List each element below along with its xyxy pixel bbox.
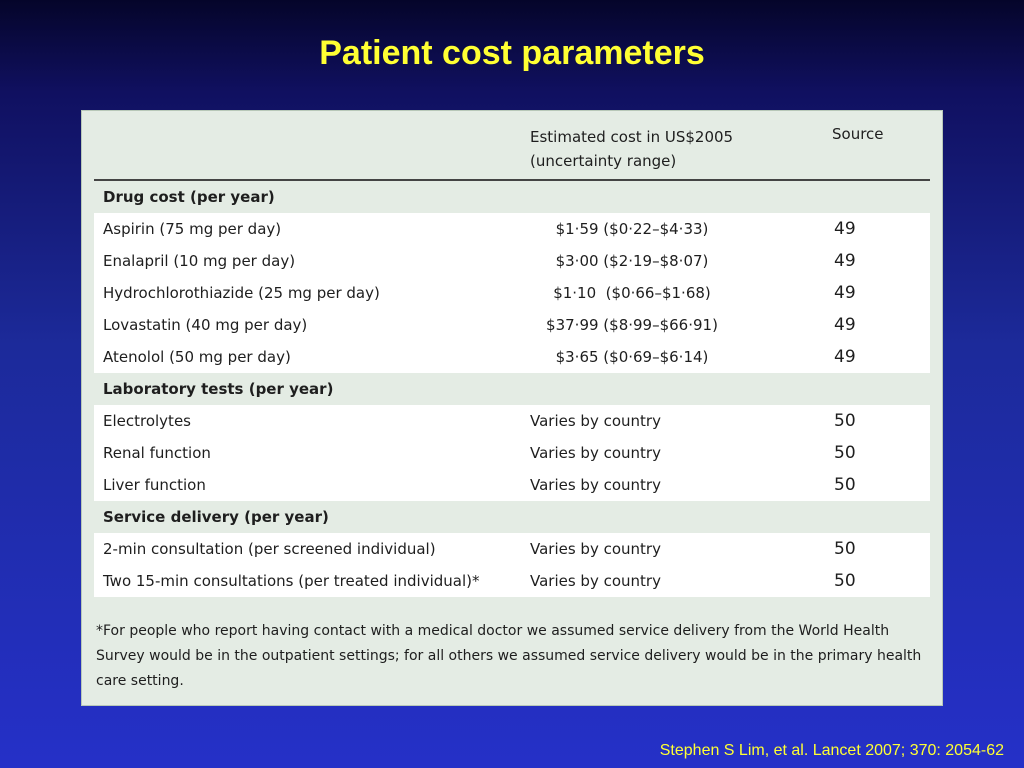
header-estimated-cost-line1: Estimated cost in US$2005 (530, 128, 734, 146)
row-item: 2-min consultation (per screened individ… (103, 540, 436, 558)
table-row: Lovastatin (40 mg per day) $37·99 ($8·99… (94, 309, 930, 341)
row-item: Electrolytes (103, 412, 191, 430)
row-cost: Varies by country (530, 444, 661, 462)
section-header-drug-cost: Drug cost (per year) (94, 181, 930, 213)
table-header-row: Estimated cost in US$2005 (uncertainty r… (94, 111, 930, 181)
section-header-service-delivery: Service delivery (per year) (94, 501, 930, 533)
table-row: Electrolytes Varies by country 50 (94, 405, 930, 437)
row-cost: $3·65 ($0·69–$6·14) (555, 348, 709, 366)
row-source: 50 (834, 571, 856, 591)
row-cost: Varies by country (530, 412, 661, 430)
row-cost: $37·99 ($8·99–$66·91) (546, 316, 718, 334)
row-source: 49 (834, 251, 856, 271)
header-estimated-cost-line2: (uncertainty range) (530, 152, 677, 170)
row-cost: Varies by country (530, 476, 661, 494)
row-source: 49 (834, 283, 856, 303)
row-source: 50 (834, 411, 856, 431)
row-source: 50 (834, 539, 856, 559)
row-cost: $1·10 ($0·66–$1·68) (553, 284, 711, 302)
row-item: Atenolol (50 mg per day) (103, 348, 291, 366)
table-row: 2-min consultation (per screened individ… (94, 533, 930, 565)
row-item: Liver function (103, 476, 206, 494)
row-source: 50 (834, 443, 856, 463)
row-cost: $3·00 ($2·19–$8·07) (555, 252, 709, 270)
row-item: Lovastatin (40 mg per day) (103, 316, 308, 334)
slide-title: Patient cost parameters (319, 34, 705, 72)
row-source: 49 (834, 347, 856, 367)
row-source: 49 (834, 219, 856, 239)
table-row: Aspirin (75 mg per day) $1·59 ($0·22–$4·… (94, 213, 930, 245)
cost-table-panel: Estimated cost in US$2005 (uncertainty r… (81, 110, 943, 706)
table-row: Hydrochlorothiazide (25 mg per day) $1·1… (94, 277, 930, 309)
row-item: Aspirin (75 mg per day) (103, 220, 282, 238)
row-item: Renal function (103, 444, 211, 462)
header-source: Source (832, 125, 884, 143)
table-footnote: *For people who report having contact wi… (96, 623, 922, 689)
row-item: Hydrochlorothiazide (25 mg per day) (103, 284, 380, 302)
table-row: Enalapril (10 mg per day) $3·00 ($2·19–$… (94, 245, 930, 277)
row-cost: Varies by country (530, 572, 661, 590)
row-item: Enalapril (10 mg per day) (103, 252, 296, 270)
table-row: Atenolol (50 mg per day) $3·65 ($0·69–$6… (94, 341, 930, 373)
row-cost: Varies by country (530, 540, 661, 558)
table-row: Liver function Varies by country 50 (94, 469, 930, 501)
header-estimated-cost: Estimated cost in US$2005 (uncertainty r… (530, 125, 733, 173)
row-item: Two 15-min consultations (per treated in… (103, 572, 480, 590)
row-source: 49 (834, 315, 856, 335)
row-source: 50 (834, 475, 856, 495)
table-row: Renal function Varies by country 50 (94, 437, 930, 469)
section-header-laboratory-tests: Laboratory tests (per year) (94, 373, 930, 405)
citation: Stephen S Lim, et al. Lancet 2007; 370: … (659, 742, 1004, 759)
table-row: Two 15-min consultations (per treated in… (94, 565, 930, 597)
row-cost: $1·59 ($0·22–$4·33) (555, 220, 709, 238)
cost-table: Estimated cost in US$2005 (uncertainty r… (94, 111, 930, 597)
